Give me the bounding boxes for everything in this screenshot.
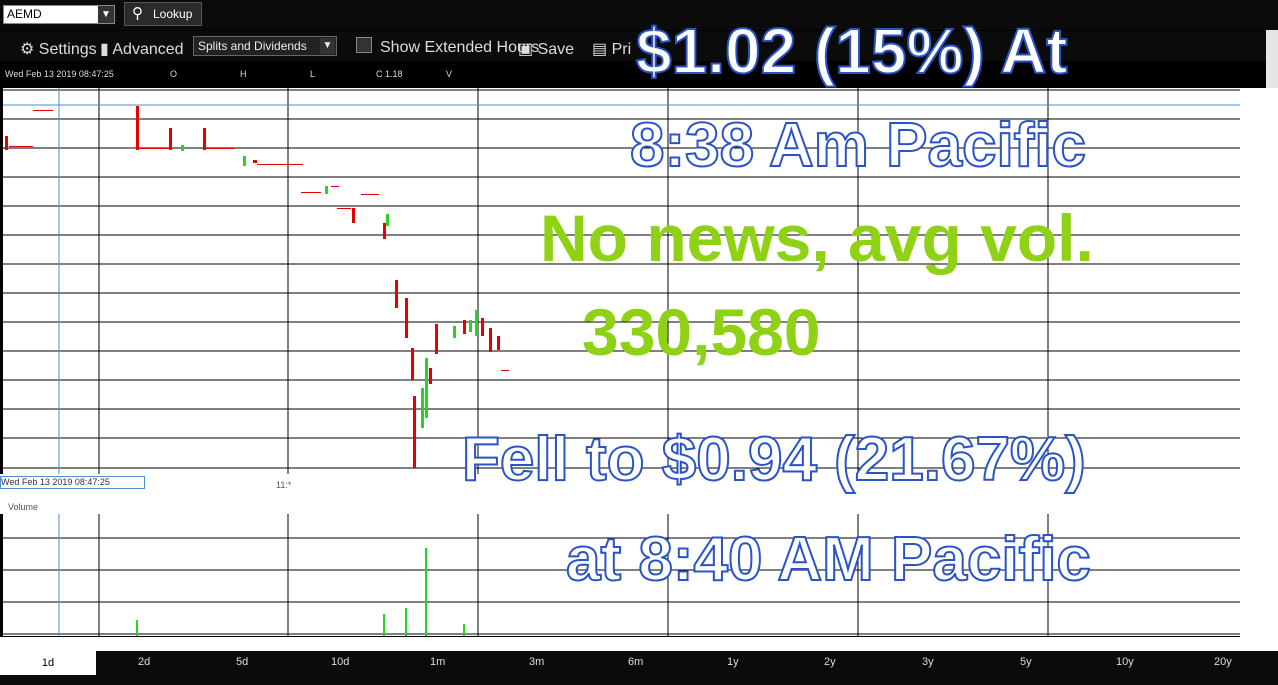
info-close: C 1.18 — [376, 69, 403, 79]
range-2d[interactable]: 2d — [138, 656, 151, 668]
info-volume: V — [446, 69, 453, 79]
range-1m[interactable]: 1m — [430, 656, 446, 668]
symbol-value: AEMD — [7, 7, 42, 21]
range-2y[interactable]: 2y — [824, 656, 836, 668]
range-1d[interactable]: 1d — [0, 651, 96, 675]
splits-select[interactable]: Splits and Dividends ▼ — [193, 36, 337, 56]
price-chart[interactable] — [3, 88, 1240, 474]
save-icon: ▣ — [518, 41, 534, 58]
settings-button[interactable]: ⚙ Settings — [20, 41, 97, 58]
candles — [5, 106, 509, 468]
top-toolbar — [0, 0, 1278, 30]
chart-footer — [0, 637, 1278, 651]
range-10y[interactable]: 10y — [1116, 656, 1134, 668]
range-3m[interactable]: 3m — [529, 656, 545, 668]
annotation-line3: No news, avg vol. — [540, 201, 1094, 275]
range-10d[interactable]: 10d — [331, 656, 350, 668]
extended-hours-checkbox[interactable] — [356, 37, 372, 53]
range-20y[interactable]: 20y — [1214, 656, 1232, 668]
price-chart-svg — [3, 88, 1240, 474]
volume-label: Volume — [8, 502, 39, 512]
info-date: Wed Feb 13 2019 08:47:25 — [5, 69, 114, 79]
chevron-down-icon[interactable]: ▼ — [98, 6, 114, 23]
annotation-line2: 8:38 Am Pacific — [629, 110, 1087, 181]
range-1y[interactable]: 1y — [727, 656, 739, 668]
bars-icon: ▮ — [100, 41, 109, 58]
advanced-button[interactable]: ▮ Advanced — [100, 41, 184, 58]
symbol-select[interactable]: AEMD ▼ — [3, 5, 115, 24]
info-low: L — [310, 69, 316, 79]
range-6m[interactable]: 6m — [628, 656, 644, 668]
annotation-line5: Fell to $0.94 (21.67%) — [461, 424, 1087, 495]
range-3y[interactable]: 3y — [922, 656, 934, 668]
chart-gap — [0, 474, 1278, 514]
crosshair-date-label: Wed Feb 13 2019 08:47:25 — [0, 476, 145, 489]
print-icon: ▤ — [592, 41, 608, 58]
save-button[interactable]: ▣ Save — [518, 41, 575, 58]
gear-icon: ⚙ — [20, 41, 35, 58]
lookup-label: Lookup — [153, 7, 193, 21]
annotation-line4: 330,580 — [582, 295, 821, 369]
chevron-down-icon[interactable]: ▼ — [320, 38, 335, 54]
info-high: H — [240, 69, 247, 79]
time-axis-label: 11:* — [276, 480, 292, 490]
range-5y[interactable]: 5y — [1020, 656, 1032, 668]
extended-hours-label: Show Extended Hours — [380, 39, 540, 56]
volume-chart-svg — [3, 514, 1240, 636]
volume-chart[interactable] — [3, 514, 1240, 636]
lookup-button[interactable]: ⚲ Lookup — [124, 2, 202, 26]
info-open: O — [170, 69, 178, 79]
price-axis — [1240, 88, 1278, 637]
print-button[interactable]: ▤ Pri — [592, 41, 632, 58]
search-icon: ⚲ — [132, 5, 143, 22]
annotation-line6: at 8:40 AM Pacific — [565, 524, 1092, 595]
range-bar — [0, 651, 1278, 685]
annotation-line1: $1.02 (15%) At — [635, 14, 1069, 88]
range-5d[interactable]: 5d — [236, 656, 249, 668]
